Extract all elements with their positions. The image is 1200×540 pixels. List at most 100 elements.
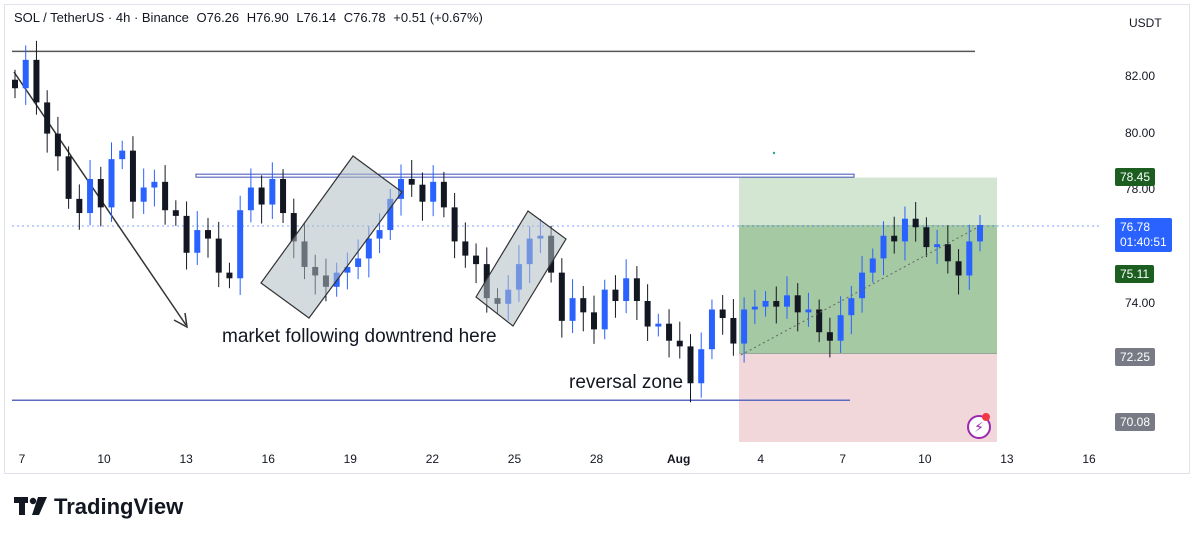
x-tick-label: 19 — [343, 452, 357, 466]
candle-body — [944, 244, 951, 262]
candle-body — [676, 340, 683, 347]
candle-body — [430, 181, 437, 202]
candle-body — [33, 59, 40, 103]
candle-body — [280, 179, 287, 214]
candle-body — [698, 349, 705, 384]
candle-body — [108, 159, 115, 208]
candle-body — [794, 295, 801, 313]
x-tick-label: 16 — [261, 452, 275, 466]
candle-body — [44, 102, 51, 134]
candle-body — [869, 258, 876, 273]
high-value: H76.90 — [246, 10, 289, 25]
position-zones — [739, 177, 997, 442]
candle-body — [719, 309, 726, 319]
currency-label[interactable]: USDT — [1129, 16, 1162, 30]
chart-frame — [4, 4, 1190, 474]
x-tick-label: 10 — [918, 452, 932, 466]
candle-body — [966, 241, 973, 276]
candle-body — [816, 309, 823, 333]
candle-body — [741, 309, 748, 344]
candle-body — [923, 227, 930, 248]
candle-body — [65, 156, 72, 199]
candle-body — [76, 198, 83, 214]
candle-body — [687, 346, 694, 384]
candle-body — [376, 230, 383, 239]
tradingview-logo-icon — [14, 497, 47, 515]
x-tick-label: Aug — [666, 452, 691, 466]
candle-body — [269, 179, 276, 205]
candle-body — [87, 179, 94, 214]
downtrend-annotation[interactable]: market following downtrend here — [222, 326, 497, 347]
symbol-name[interactable]: SOL / TetherUS · 4h · Binance — [14, 10, 189, 25]
candle-body — [859, 272, 866, 299]
candle-body — [633, 278, 640, 301]
candle-body — [977, 224, 983, 242]
candle-body — [398, 179, 404, 199]
candle-body — [172, 210, 179, 216]
candle-body — [451, 207, 458, 242]
candle-body — [365, 238, 372, 259]
resistance-line — [195, 173, 855, 178]
candle-body — [140, 187, 147, 202]
candle-body — [773, 300, 780, 307]
countdown-timer: 01:40:51 — [1120, 235, 1167, 249]
x-tick-label: 13 — [179, 452, 193, 466]
candle-body — [183, 215, 190, 253]
candle-body — [440, 181, 447, 208]
overlays — [260, 151, 981, 356]
candle-body — [934, 244, 941, 248]
candle-body — [826, 332, 833, 341]
low-price-tag: 70.08 — [1115, 413, 1156, 431]
target-price-tag: 78.45 — [1115, 168, 1156, 186]
channel-box-1 — [260, 155, 403, 319]
candle-body — [355, 258, 362, 267]
candle-body — [237, 210, 244, 279]
candle-body — [612, 289, 619, 301]
candle-body — [837, 315, 844, 341]
candle-body — [473, 255, 480, 265]
candle-body — [580, 298, 587, 313]
candle-body — [344, 266, 351, 273]
profit-zone — [739, 224, 997, 354]
close-value: C76.78 — [343, 10, 386, 25]
candle-body — [462, 241, 469, 256]
candle-body — [258, 187, 265, 205]
x-tick-label: 25 — [507, 452, 522, 466]
loss-zone — [739, 353, 997, 442]
x-tick-label: 28 — [589, 452, 604, 466]
last-price: 76.78 — [1120, 220, 1151, 234]
candle-body — [762, 300, 769, 307]
candle-body — [730, 318, 737, 344]
candle-body — [97, 179, 104, 208]
tradingview-logo[interactable]: TradingView — [14, 494, 183, 520]
candle-body — [194, 230, 201, 253]
candle-body — [901, 218, 908, 242]
candle-body — [655, 323, 662, 327]
candle-body — [912, 218, 919, 228]
candle-body — [247, 187, 254, 211]
last-price-tag: 76.78 01:40:51 — [1115, 218, 1172, 252]
candle-body — [205, 230, 211, 239]
low-value: L76.14 — [296, 10, 337, 25]
y-tick-label: 74.00 — [1125, 295, 1156, 310]
reversal-annotation[interactable]: reversal zone — [569, 372, 684, 393]
y-tick-label: 82.00 — [1125, 68, 1156, 83]
candle-body — [290, 213, 297, 242]
candle-body — [119, 150, 126, 160]
target-zone-upper — [739, 177, 997, 225]
candle-body — [419, 184, 426, 202]
candle-body — [708, 309, 715, 350]
candle-body — [215, 238, 222, 273]
change-value: +0.51 (+0.67%) — [393, 10, 483, 25]
candle-body — [387, 198, 394, 231]
candle-body — [623, 278, 630, 301]
candles — [12, 40, 983, 403]
candle-body — [408, 179, 415, 185]
symbol-header[interactable]: SOL / TetherUS · 4h · Binance O76.26 H76… — [14, 10, 487, 25]
x-tick-label: 7 — [839, 452, 847, 466]
candle-body — [848, 298, 855, 316]
x-tick-label: 16 — [1082, 452, 1096, 466]
x-tick-label: 7 — [18, 452, 26, 466]
candle-body — [666, 323, 673, 341]
